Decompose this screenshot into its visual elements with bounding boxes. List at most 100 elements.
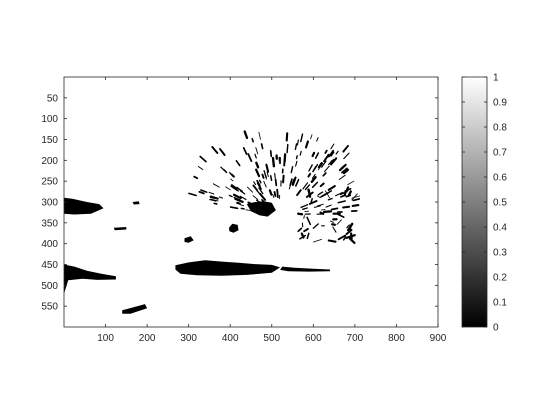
spine-streak bbox=[213, 202, 218, 205]
x-axis-ticks: 100 200 300 400 500 600 700 800 900 bbox=[97, 77, 447, 344]
spine-streak bbox=[306, 232, 310, 240]
spine-streak bbox=[255, 168, 261, 178]
spine-streak bbox=[209, 199, 217, 202]
spine-streak bbox=[312, 223, 319, 229]
spine-streak bbox=[282, 174, 285, 184]
spine-streak bbox=[258, 131, 261, 140]
hedgehog-spines bbox=[188, 130, 361, 244]
x-tick-label: 400 bbox=[222, 333, 239, 344]
spine-streak bbox=[330, 143, 335, 150]
y-tick-label: 450 bbox=[41, 260, 58, 271]
spine-streak bbox=[225, 186, 231, 191]
spine-streak bbox=[340, 194, 347, 198]
colorbar-gradient bbox=[462, 77, 487, 327]
spine-streak bbox=[256, 199, 262, 204]
spine-streak bbox=[188, 192, 197, 197]
spine-streak bbox=[316, 195, 321, 199]
spine-streak bbox=[273, 191, 277, 198]
spine-streak bbox=[323, 165, 330, 173]
spine-streak bbox=[310, 134, 313, 140]
spine-streak bbox=[338, 174, 346, 180]
spine-streak bbox=[232, 193, 242, 200]
spine-streak bbox=[314, 152, 320, 159]
spine-streak bbox=[210, 198, 219, 202]
spine-streak bbox=[324, 190, 330, 199]
spine-streak bbox=[308, 164, 313, 172]
y-tick-label: 350 bbox=[41, 218, 58, 229]
left-dark-patch-upper bbox=[64, 197, 104, 215]
spine-streak bbox=[266, 171, 269, 177]
spine-streak bbox=[304, 184, 311, 191]
spine-streak bbox=[245, 209, 252, 211]
spine-streak bbox=[300, 133, 304, 143]
spine-streak bbox=[239, 195, 247, 201]
spine-streak bbox=[258, 179, 262, 184]
spine-streak bbox=[230, 178, 234, 182]
y-tick-label: 200 bbox=[41, 156, 58, 167]
spine-streak bbox=[234, 197, 244, 203]
spine-streak bbox=[336, 213, 345, 218]
spine-streak bbox=[341, 167, 348, 174]
spine-streak bbox=[263, 180, 267, 188]
spine-streak bbox=[347, 180, 355, 186]
spine-streak bbox=[212, 183, 220, 188]
spine-streak bbox=[286, 143, 289, 154]
x-tick-label: 200 bbox=[139, 333, 156, 344]
x-tick-label: 100 bbox=[97, 333, 114, 344]
left-dark-patch-lower bbox=[64, 264, 116, 294]
spine-streak bbox=[272, 194, 275, 198]
spine-streak bbox=[247, 201, 256, 207]
spine-streak bbox=[243, 130, 249, 140]
spine-streak bbox=[295, 160, 298, 167]
spine-streak bbox=[330, 151, 335, 157]
spine-streak bbox=[300, 204, 309, 209]
spine-streak bbox=[255, 189, 261, 195]
x-tick-label: 900 bbox=[430, 333, 447, 344]
spine-streak bbox=[322, 194, 326, 197]
spine-streak bbox=[296, 189, 302, 197]
spine-streak bbox=[258, 187, 264, 195]
colorbar-tick-label: 0.6 bbox=[493, 173, 507, 184]
spine-streak bbox=[200, 189, 208, 193]
spine-streak bbox=[311, 151, 316, 158]
spine-streak bbox=[255, 147, 259, 155]
hedgehog-eye bbox=[229, 223, 239, 233]
spine-streak bbox=[274, 178, 278, 187]
spine-streak bbox=[317, 191, 324, 196]
spine-streak bbox=[347, 222, 354, 232]
spine-streak bbox=[299, 150, 302, 156]
x-tick-label: 500 bbox=[263, 333, 280, 344]
spine-streak bbox=[231, 183, 238, 190]
spine-streak bbox=[352, 198, 361, 202]
right-ground-shadow bbox=[280, 266, 330, 272]
spine-streak bbox=[310, 197, 313, 205]
spine-streak bbox=[317, 203, 324, 207]
spine-streak bbox=[330, 207, 339, 211]
colorbar: 0 0.1 0.2 0.3 0.4 0.5 0.6 0.7 0.8 0.9 1 bbox=[461, 73, 507, 334]
spine-streak bbox=[307, 172, 312, 178]
y-tick-label: 500 bbox=[41, 281, 58, 292]
spine-streak bbox=[247, 153, 253, 163]
spine-streak bbox=[247, 186, 254, 193]
spine-streak bbox=[313, 205, 321, 208]
spine-streak bbox=[327, 160, 333, 166]
spine-streak bbox=[322, 210, 333, 214]
spine-streak bbox=[310, 175, 317, 183]
spine-streak bbox=[240, 207, 245, 210]
spine-streak bbox=[250, 208, 260, 213]
spine-streak bbox=[268, 189, 273, 196]
bottom-dark-patch bbox=[122, 304, 148, 314]
y-axis-ticks: 50 100 150 200 250 300 350 400 450 500 550 bbox=[41, 93, 438, 313]
spine-streak bbox=[345, 194, 352, 198]
spine-streak bbox=[255, 161, 260, 169]
spine-streak bbox=[314, 163, 319, 170]
x-tick-label: 600 bbox=[305, 333, 322, 344]
spine-streak bbox=[319, 182, 325, 188]
spine-streak bbox=[208, 191, 215, 195]
spine-streak bbox=[332, 226, 337, 233]
colorbar-tick-label: 0.3 bbox=[493, 248, 507, 259]
spine-streak bbox=[229, 206, 239, 210]
spine-streak bbox=[209, 195, 219, 200]
spine-streak bbox=[328, 149, 335, 158]
spine-streak bbox=[296, 139, 299, 146]
